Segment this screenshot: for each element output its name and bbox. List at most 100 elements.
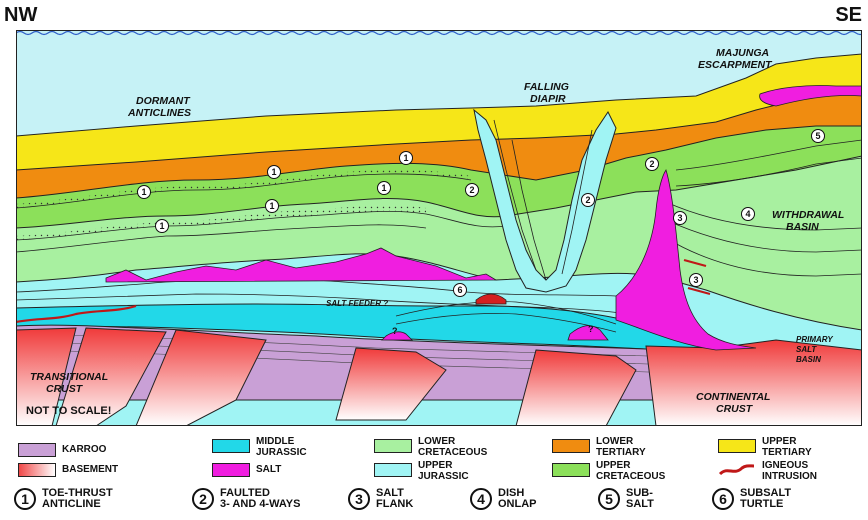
- play-key-number: 1: [14, 488, 36, 510]
- play-marker: 5: [811, 129, 825, 143]
- svg-text:3: 3: [677, 213, 682, 223]
- play-marker: 1: [265, 199, 279, 213]
- legend-line: UPPER: [762, 436, 797, 447]
- label-falling-diapir: DIAPIR: [530, 93, 566, 105]
- basement-block: [135, 329, 267, 426]
- svg-text:2: 2: [585, 195, 590, 205]
- direction-nw-label: NW: [4, 4, 38, 26]
- label-primary-salt-basin: PRIMARY: [796, 335, 833, 344]
- legend-label-basement: BASEMENT: [62, 464, 119, 475]
- salt-diapir: [615, 169, 757, 351]
- label-primary-salt-basin: BASIN: [796, 355, 821, 364]
- sand-band: [16, 169, 471, 208]
- legend-line: INTRUSION: [762, 471, 817, 482]
- basement-block: [55, 327, 167, 426]
- label-primary-salt-basin: SALT: [796, 345, 817, 354]
- label-continental-crust: CRUST: [716, 403, 754, 415]
- svg-text:1: 1: [159, 221, 164, 231]
- question-mark: ?: [588, 324, 594, 334]
- play-key-number: 3: [348, 488, 370, 510]
- play-marker: 1: [377, 181, 391, 195]
- igneous-intrusion: [16, 304, 137, 324]
- geologic-cross-section: DORMANT ANTICLINES FALLING DIAPIR MAJUNG…: [16, 30, 862, 426]
- legend-line: TERTIARY: [596, 447, 646, 458]
- legend-line: LOWER: [596, 436, 634, 447]
- play-key-number: 2: [192, 488, 214, 510]
- legend-label-lower-cretaceous: LOWER CRETACEOUS: [418, 436, 487, 458]
- svg-text:1: 1: [403, 153, 408, 163]
- key-line: TOE-THRUST: [42, 487, 113, 499]
- key-line: SALT: [626, 498, 654, 510]
- label-salt-feeder: SALT FEEDER ?: [326, 299, 388, 308]
- legend-label-upper-jurassic: UPPER JURASSIC: [418, 460, 469, 482]
- legend-label-lower-tertiary: LOWER TERTIARY: [596, 436, 646, 458]
- horizon-line: [675, 157, 862, 187]
- direction-se-label: SE: [835, 4, 862, 26]
- play-marker: 2: [465, 183, 479, 197]
- legend: KARROO BASEMENT MIDDLE JURASSIC SALT LOWE…: [0, 432, 868, 520]
- play-key-label: SUBSALT TURTLE: [740, 488, 860, 510]
- key-line: FLANK: [376, 498, 414, 510]
- label-dormant-anticlines: DORMANT: [136, 95, 191, 107]
- svg-text:1: 1: [271, 167, 276, 177]
- label-majunga-escarpment: MAJUNGA: [716, 47, 769, 59]
- legend-line: CRETACEOUS: [418, 447, 488, 458]
- key-line: SUBSALT: [740, 487, 792, 499]
- svg-text:3: 3: [693, 275, 698, 285]
- sea-surface-wave: [16, 30, 862, 36]
- play-marker: 4: [741, 207, 755, 221]
- key-line: DISH: [498, 487, 525, 499]
- key-line: SUB-: [626, 487, 653, 499]
- legend-label-igneous-intrusion: IGNEOUS INTRUSION: [762, 460, 817, 482]
- legend-swatch-igneous-intrusion: [718, 464, 755, 476]
- basement-block: [335, 347, 447, 421]
- svg-text:1: 1: [141, 187, 146, 197]
- play-marker: 1: [267, 165, 281, 179]
- fault-line: [511, 139, 547, 281]
- escarpment-salt: [759, 85, 862, 107]
- svg-text:2: 2: [469, 185, 474, 195]
- play-key-number: 5: [598, 488, 620, 510]
- legend-label-middle-jurassic: MIDDLE JURASSIC: [256, 436, 307, 458]
- key-line: ONLAP: [498, 498, 537, 510]
- play-key-label: DISH ONLAP: [498, 488, 618, 510]
- play-key-label: SALT FLANK: [376, 488, 496, 510]
- legend-swatch-middle-jurassic: [212, 439, 250, 453]
- legend-swatch-lower-tertiary: [552, 439, 590, 453]
- legend-label-karroo: KARROO: [62, 444, 107, 455]
- igneous-intrusion: [687, 286, 711, 296]
- legend-line: JURASSIC: [418, 471, 469, 482]
- fault-line: [561, 129, 593, 275]
- legend-line: CRETACEOUS: [596, 471, 666, 482]
- horizon-line: [665, 201, 862, 231]
- legend-line: LOWER: [418, 436, 456, 447]
- legend-swatch-basement: [18, 463, 56, 477]
- play-marker: 1: [399, 151, 413, 165]
- svg-text:1: 1: [269, 201, 274, 211]
- key-line: ANTICLINE: [42, 498, 101, 510]
- legend-label-upper-tertiary: UPPER TERTIARY: [762, 436, 812, 458]
- basement-block: [16, 327, 77, 426]
- svg-text:6: 6: [457, 285, 462, 295]
- legend-swatch-karroo: [18, 443, 56, 457]
- label-transitional-crust: TRANSITIONAL: [30, 371, 108, 383]
- legend-label-upper-cretaceous: UPPER CRETACEOUS: [596, 460, 665, 482]
- play-key-number: 6: [712, 488, 734, 510]
- horizon-line: [395, 313, 617, 333]
- play-marker: 2: [581, 193, 595, 207]
- question-mark: ?: [392, 326, 398, 336]
- horizon-line: [16, 211, 507, 241]
- horizon-line: [675, 139, 862, 171]
- legend-line: IGNEOUS: [762, 460, 809, 471]
- label-not-to-scale: NOT TO SCALE!: [26, 405, 111, 417]
- legend-line: UPPER: [596, 460, 631, 471]
- horizon-line: [16, 224, 427, 253]
- label-continental-crust: CONTINENTAL: [696, 391, 770, 403]
- svg-text:5: 5: [815, 131, 820, 141]
- label-dormant-anticlines: ANTICLINES: [127, 107, 191, 119]
- play-key-label: TOE-THRUST ANTICLINE: [42, 488, 162, 510]
- legend-line: UPPER: [418, 460, 453, 471]
- label-majunga-escarpment: ESCARPMENT: [698, 59, 773, 71]
- key-line: TURTLE: [740, 498, 784, 510]
- legend-line: MIDDLE: [256, 436, 295, 447]
